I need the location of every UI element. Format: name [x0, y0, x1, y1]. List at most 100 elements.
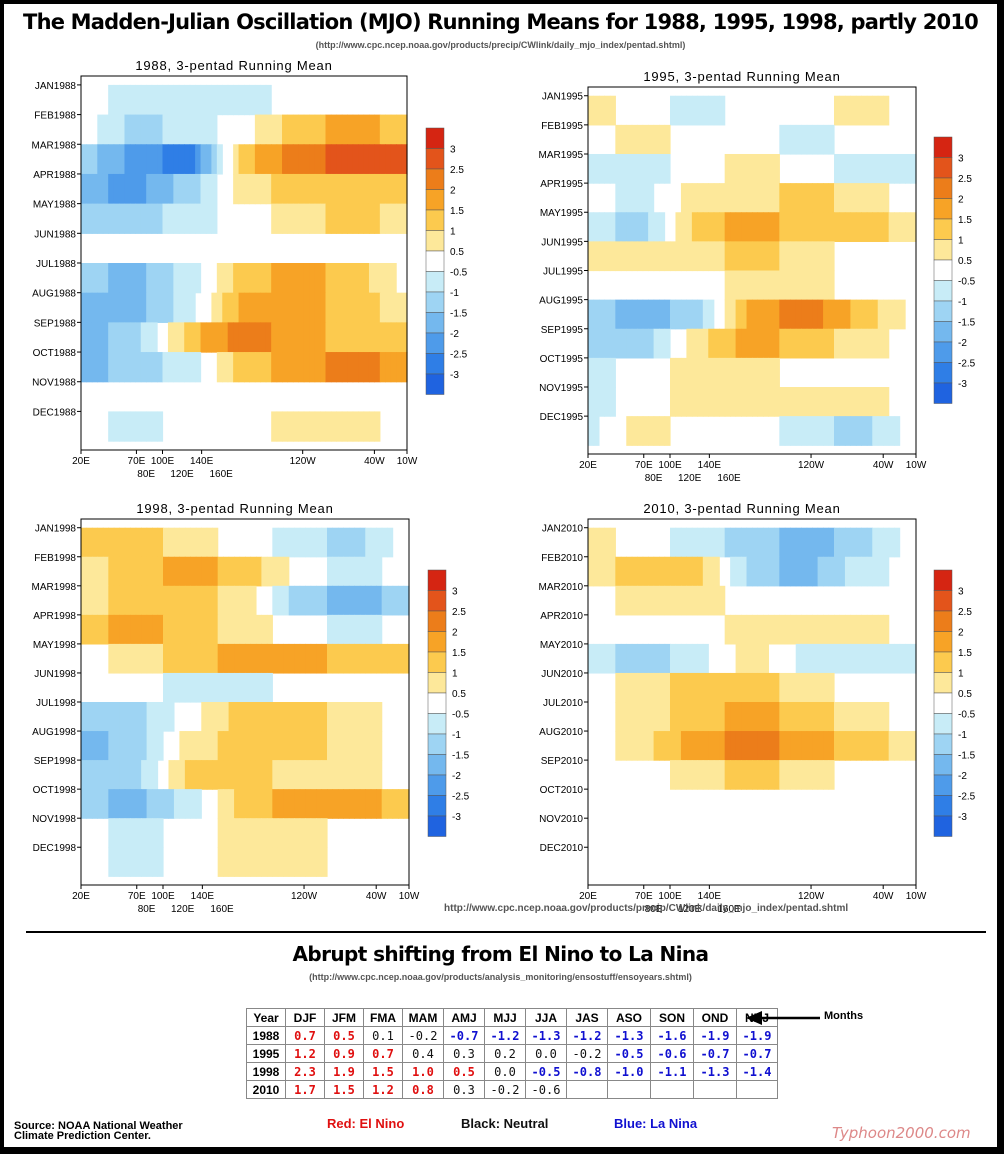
heatmap-cell — [746, 328, 753, 359]
heatmap-cell — [325, 322, 332, 353]
heatmap-cell — [401, 203, 408, 234]
heatmap-cell — [359, 527, 366, 558]
heatmap-cell — [648, 556, 655, 587]
heatmap-cell — [648, 731, 655, 761]
heatmap-cell — [730, 153, 737, 184]
heatmap-cell — [670, 241, 677, 272]
heatmap-cell — [294, 702, 301, 732]
heatmap-cell — [730, 556, 737, 587]
table-cell — [693, 1080, 737, 1099]
heatmap-cell — [385, 263, 392, 294]
y-tick-label: MAR1988 — [32, 140, 77, 151]
colorbar: 32.521.510.5-0.5-1-1.5-2-2.5-3 — [427, 569, 470, 837]
heatmap-cell — [272, 527, 279, 558]
heatmap-cell — [702, 672, 709, 703]
colorbar-label: -1.5 — [958, 318, 976, 329]
heatmap-cell — [140, 411, 147, 442]
heatmap-cell — [359, 585, 366, 616]
heatmap-cell — [768, 702, 775, 732]
heatmap-cell — [245, 847, 252, 877]
heatmap-cell — [363, 263, 370, 294]
heatmap-cell — [332, 789, 339, 819]
heatmap-cell — [124, 731, 131, 761]
heatmap-cell — [801, 416, 808, 446]
x-tick-label: 40W — [873, 460, 894, 471]
heatmap-cell — [850, 328, 857, 359]
heatmap-cell — [806, 299, 813, 330]
heatmap-cell — [664, 241, 671, 272]
heatmap-cell — [195, 789, 202, 819]
heatmap-cell — [823, 527, 830, 558]
colorbar: 32.521.510.5-0.5-1-1.5-2-2.5-3 — [425, 127, 468, 395]
heatmap-cell — [773, 672, 780, 703]
heatmap-cell — [363, 352, 370, 383]
colorbar-label: 3 — [958, 154, 964, 165]
colorbar-label: -2.5 — [958, 792, 976, 803]
heatmap-cell — [250, 789, 257, 819]
heatmap-cell — [189, 322, 196, 353]
heatmap-cell — [157, 84, 164, 116]
table-header-ond: OND — [693, 1008, 737, 1027]
heatmap-cell — [762, 299, 769, 330]
heatmap-cell — [108, 114, 115, 145]
heatmap-cell — [812, 212, 819, 242]
heatmap-cell — [374, 292, 381, 323]
heatmap-cell — [664, 124, 671, 155]
heatmap-cell — [343, 556, 350, 587]
heatmap-cell — [184, 352, 191, 383]
heatmap-cell — [206, 760, 213, 790]
y-tick-label: JUL1998 — [36, 698, 76, 709]
heatmap-cell — [173, 203, 180, 234]
heatmap-cell — [244, 144, 251, 175]
colorbar-swatch — [933, 198, 953, 220]
colorbar-swatch — [933, 672, 953, 694]
heatmap-cell — [244, 84, 251, 116]
heatmap-cell — [626, 585, 633, 616]
heatmap-cell — [141, 847, 148, 877]
heatmap-cell — [593, 556, 600, 587]
heatmap-cell — [741, 731, 748, 761]
heatmap-cell — [272, 643, 279, 674]
heatmap-cell — [157, 292, 164, 323]
heatmap-cell — [615, 643, 622, 674]
heatmap-cell — [223, 614, 230, 645]
heatmap-cell — [212, 760, 219, 790]
heatmap-cell — [823, 672, 830, 703]
heatmap-cell — [752, 299, 759, 330]
heatmap-cell — [823, 241, 830, 272]
heatmap-cell — [637, 672, 644, 703]
colorbar-label: 2.5 — [450, 165, 464, 176]
heatmap-cell — [801, 270, 808, 301]
heatmap-cell — [102, 292, 109, 323]
x-tick-label: 80E — [645, 473, 663, 484]
heatmap-cell — [200, 173, 207, 205]
heatmap-cell — [282, 114, 289, 145]
table-cell: 1.5 — [363, 1062, 403, 1081]
heatmap-cell — [130, 789, 137, 819]
heatmap-cell — [303, 144, 310, 175]
heatmap-cell — [245, 818, 252, 848]
heatmap-cell — [850, 556, 857, 587]
heatmap-cell — [129, 292, 136, 323]
heatmap-cell — [757, 556, 764, 587]
heatmap-cell — [790, 241, 797, 272]
heatmap-cell — [108, 556, 115, 587]
heatmap-cell — [631, 153, 638, 184]
heatmap-cell — [828, 241, 835, 272]
heatmap-cell — [642, 183, 649, 213]
heatmap-cell — [609, 212, 616, 242]
heatmap-cell — [250, 556, 257, 587]
x-tick-label: 100E — [658, 460, 682, 471]
table-cell: -1.2 — [484, 1026, 526, 1045]
heatmap-cell — [762, 731, 769, 761]
heatmap-cell — [670, 357, 677, 388]
heatmap-cell — [806, 731, 813, 761]
heatmap-cell — [217, 643, 224, 674]
heatmap-cell — [741, 614, 748, 645]
heatmap-cell — [97, 789, 104, 819]
colorbar-label: -3 — [958, 812, 967, 823]
heatmap-cell — [141, 789, 148, 819]
x-tick-label: 120E — [170, 469, 194, 480]
heatmap-cell — [844, 153, 851, 184]
heatmap-cell — [146, 556, 153, 587]
